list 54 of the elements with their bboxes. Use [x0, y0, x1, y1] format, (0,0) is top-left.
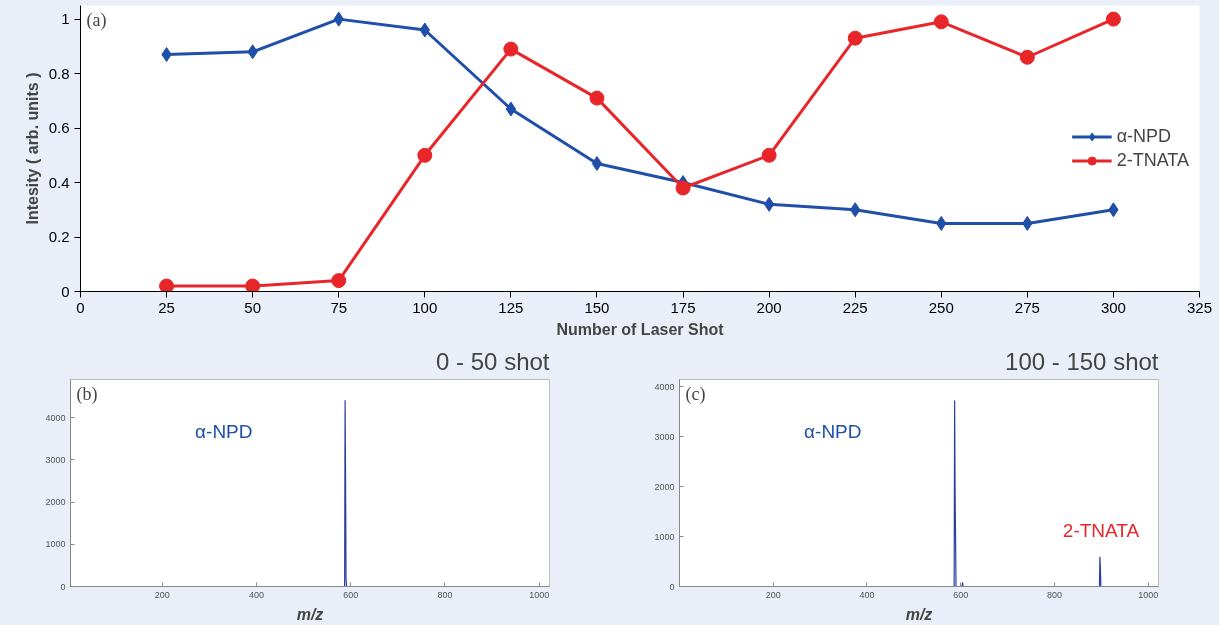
y-tick-label: 3000 [45, 454, 66, 465]
x-tick-label: 50 [244, 298, 261, 316]
x-tick-label: 1000 [1138, 589, 1159, 600]
x-tick-label: 250 [928, 298, 954, 316]
x-tick-label: 200 [765, 589, 781, 600]
y-tick-label: 4000 [654, 381, 675, 392]
y-tick-label: 2000 [654, 481, 675, 492]
y-tick-label: 0.4 [48, 173, 70, 191]
annotation: α-NPD [195, 420, 253, 442]
y-tick-label: 4000 [45, 412, 66, 423]
y-tick-label: 1000 [45, 539, 66, 550]
legend-label: α-NPD [1116, 125, 1172, 147]
x-tick-label: 600 [343, 589, 359, 600]
y-tick-label: 0.8 [48, 64, 70, 82]
annotation: (a) [86, 9, 107, 31]
x-tick-label: 25 [158, 298, 175, 316]
x-tick-label: 200 [154, 589, 170, 600]
chart-title: 100 - 150 shot [1005, 347, 1159, 375]
annotation: 2-TNATA [1062, 520, 1140, 542]
x-tick-label: 75 [330, 298, 348, 316]
y-tick-label: 1000 [654, 531, 675, 542]
y-tick-label: 3000 [654, 431, 675, 442]
x-tick-label: 800 [1046, 589, 1062, 600]
x-tick-label: 225 [842, 298, 868, 316]
x-tick-label: 125 [498, 298, 524, 316]
x-tick-label: 400 [249, 589, 265, 600]
y-tick-label: 0 [669, 581, 675, 592]
y-axis-title: Intesity ( arb. units ) [23, 72, 41, 225]
x-tick-label: 600 [953, 589, 969, 600]
x-tick-label: 300 [1100, 298, 1126, 316]
x-axis-title: Number of Laser Shot [556, 320, 725, 338]
x-tick-label: 150 [584, 298, 610, 316]
annotation: (b) [76, 383, 98, 405]
x-tick-label: 100 [412, 298, 438, 316]
y-tick-label: 1 [61, 10, 70, 28]
y-tick-label: 2000 [45, 497, 66, 508]
x-tick-label: 0 [76, 298, 85, 316]
x-tick-label: 275 [1014, 298, 1040, 316]
y-tick-label: 0 [60, 581, 66, 592]
annotation: (c) [685, 383, 706, 405]
chart-title: 0 - 50 shot [436, 347, 550, 375]
annotation: α-NPD [804, 420, 862, 442]
x-tick-label: 400 [859, 589, 875, 600]
y-tick-label: 0 [61, 282, 70, 300]
x-axis-title: m/z [905, 605, 933, 623]
x-axis-title: m/z [296, 605, 324, 623]
y-tick-label: 0.6 [48, 119, 70, 137]
y-tick-label: 0.2 [48, 228, 70, 246]
x-tick-label: 200 [756, 298, 782, 316]
legend-label: 2-TNATA [1116, 149, 1189, 171]
x-tick-label: 1000 [529, 589, 550, 600]
x-tick-label: 800 [437, 589, 453, 600]
x-tick-label: 325 [1186, 298, 1213, 316]
x-tick-label: 175 [670, 298, 696, 316]
